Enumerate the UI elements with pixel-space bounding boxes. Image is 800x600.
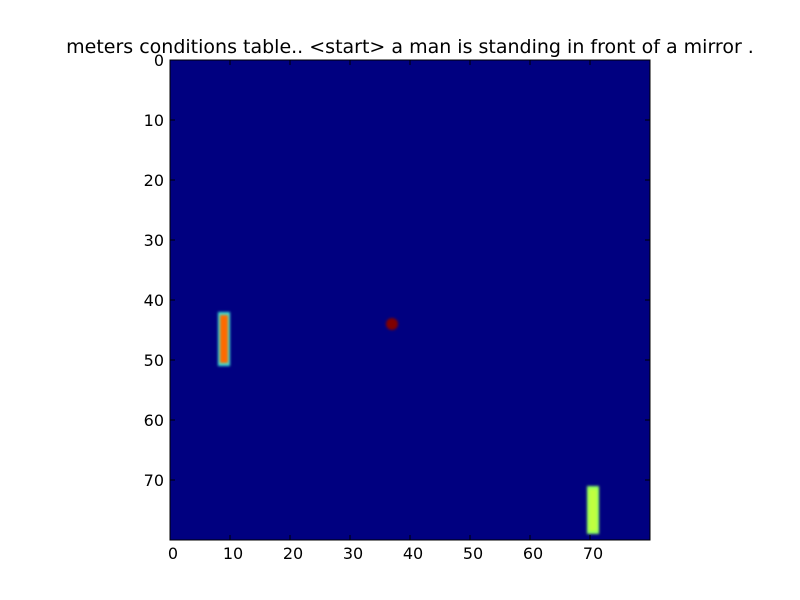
y-tick-label-6: 60 <box>144 411 164 430</box>
plot-background <box>170 60 650 540</box>
y-tick-label-3: 30 <box>144 231 164 250</box>
y-tick-label-7: 70 <box>144 471 164 490</box>
x-tick-label-5: 50 <box>463 544 483 563</box>
y-tick-label-5: 50 <box>144 351 164 370</box>
chart-title: meters conditions table.. <start> a man … <box>66 36 754 58</box>
y-tick-label-0: 0 <box>154 51 164 70</box>
heatmap-region-2 <box>589 489 597 531</box>
x-tick-label-6: 60 <box>523 544 543 563</box>
y-tick-label-2: 20 <box>144 171 164 190</box>
x-tick-label-7: 70 <box>583 544 603 563</box>
heatmap-regions <box>218 312 599 534</box>
x-tick-label-2: 20 <box>283 544 303 563</box>
heatmap-region-0 <box>220 315 228 363</box>
x-tick-label-4: 40 <box>403 544 423 563</box>
heatmap-region-1 <box>386 318 398 330</box>
x-tick-label-1: 10 <box>223 544 243 563</box>
x-tick-label-0: 0 <box>168 544 178 563</box>
x-tick-label-3: 30 <box>343 544 363 563</box>
plot-frame <box>169 59 651 541</box>
y-tick-label-4: 40 <box>144 291 164 310</box>
y-tick-label-1: 10 <box>144 111 164 130</box>
axis-ticks: 0 10 20 30 40 50 60 70 0 10 20 30 40 50 60 70 <box>144 51 650 563</box>
